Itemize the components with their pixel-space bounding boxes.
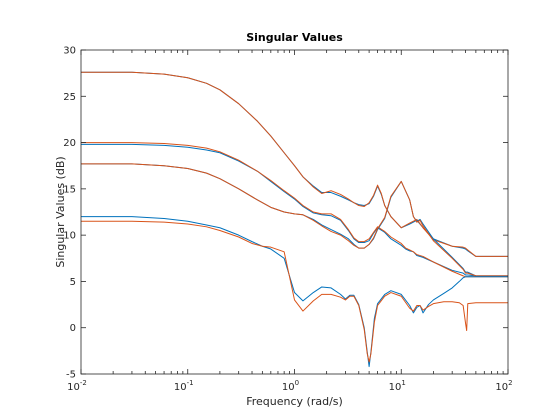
y-axis-label: Singular Values (dB) — [54, 156, 67, 267]
chart-title: Singular Values — [246, 31, 343, 44]
x-tick-label: 100 — [282, 379, 299, 393]
ticks-layer: 10-2 10-1 100 101 102 -5 0 5 10 15 20 25 30 — [63, 46, 512, 394]
series-line-2 — [81, 71, 508, 257]
series-layer — [81, 71, 508, 368]
plot-area — [81, 50, 508, 374]
x-tick-label: 10-2 — [67, 379, 87, 393]
y-tick-label: 0 — [70, 323, 76, 334]
y-tick-label: 20 — [63, 138, 76, 149]
y-tick-label: 5 — [70, 277, 76, 288]
y-tick-label: 30 — [63, 46, 76, 57]
y-tick-label: 25 — [63, 92, 76, 103]
x-axis-label: Frequency (rad/s) — [246, 395, 343, 408]
series-line-6 — [81, 163, 508, 277]
y-tick-label: -5 — [66, 370, 76, 381]
y-tick-label: 15 — [63, 184, 76, 195]
x-tick-label: 10-1 — [174, 379, 194, 393]
x-tick-label: 102 — [495, 379, 512, 393]
x-tick-label: 101 — [389, 379, 406, 393]
series-line-8 — [81, 220, 508, 363]
series-line-4 — [81, 142, 508, 278]
y-tick-label: 10 — [63, 231, 76, 242]
